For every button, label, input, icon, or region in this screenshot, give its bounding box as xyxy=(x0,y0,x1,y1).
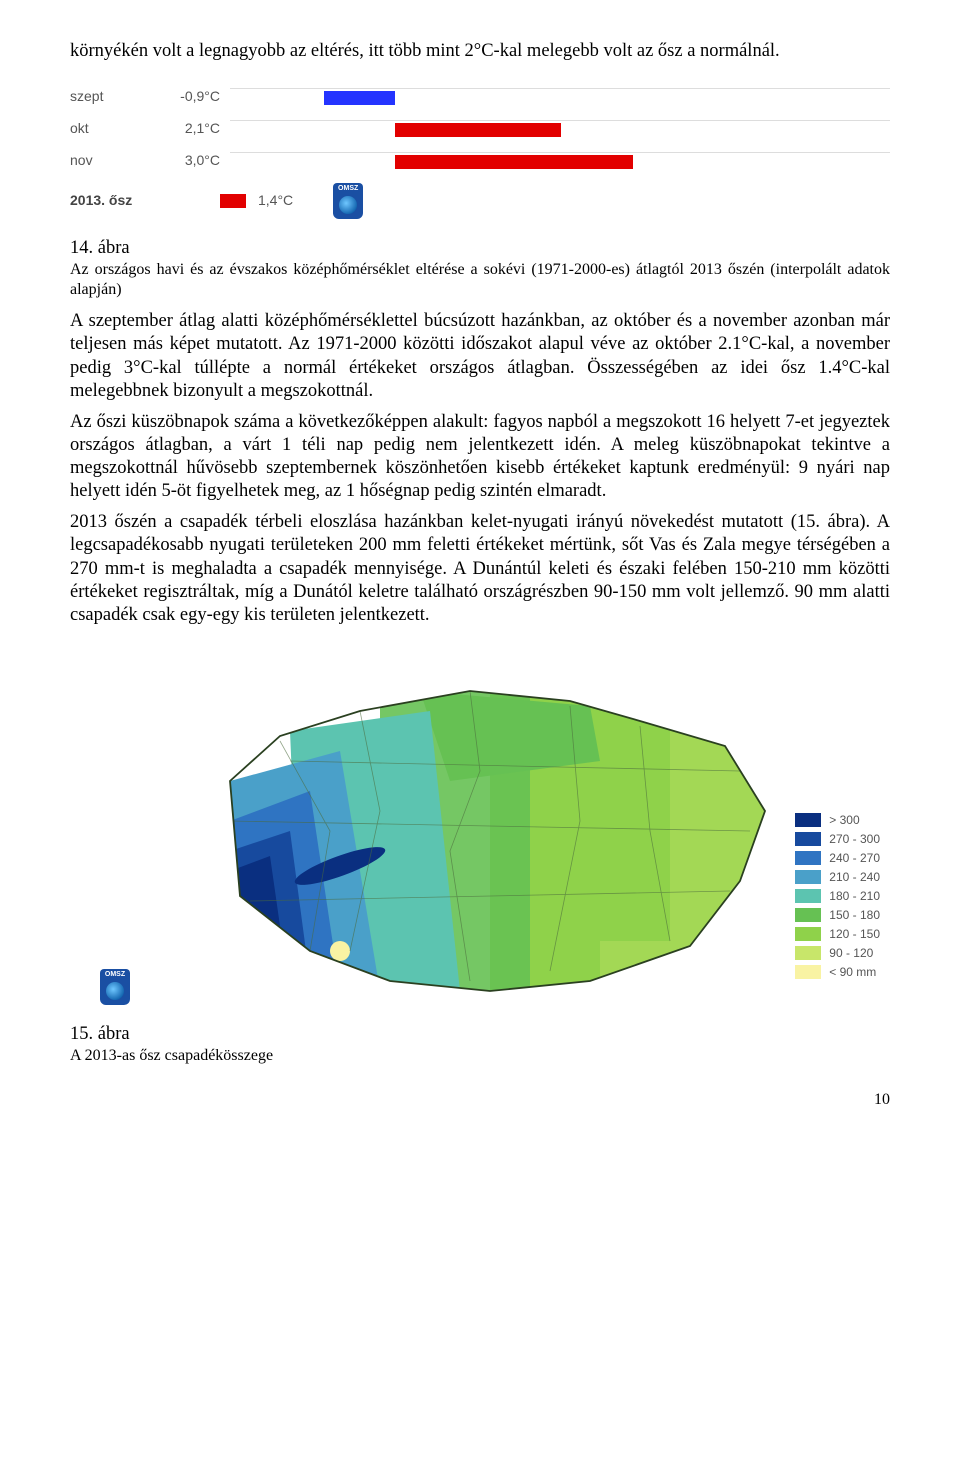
legend-row: 240 - 270 xyxy=(795,849,880,868)
legend-label: 210 - 240 xyxy=(829,870,880,885)
legend-row: 90 - 120 xyxy=(795,944,880,963)
chart-row-value: 3,0°C xyxy=(140,152,230,170)
legend-label: < 90 mm xyxy=(829,965,876,980)
chart-axis xyxy=(230,88,890,107)
legend-label: 240 - 270 xyxy=(829,851,880,866)
omsz-badge-text: OMSZ xyxy=(338,185,358,194)
legend-row: 120 - 150 xyxy=(795,925,880,944)
chart-bar xyxy=(395,123,561,137)
chart-bar xyxy=(324,91,395,105)
legend-row: > 300 xyxy=(795,811,880,830)
legend-label: 150 - 180 xyxy=(829,908,880,923)
chart-season-value: 1,4°C xyxy=(258,192,293,210)
chart-swatch xyxy=(220,194,246,208)
legend-label: 90 - 120 xyxy=(829,946,873,961)
legend-swatch xyxy=(795,927,821,941)
paragraph-body-1: A szeptember átlag alatti középhőmérsékl… xyxy=(70,310,890,403)
legend-row: 270 - 300 xyxy=(795,830,880,849)
legend-label: 270 - 300 xyxy=(829,832,880,847)
legend-swatch xyxy=(795,851,821,865)
chart-footer: 2013. ősz 1,4°C OMSZ xyxy=(70,183,890,219)
omsz-badge-icon: OMSZ xyxy=(333,183,363,219)
chart-row: nov3,0°C xyxy=(70,145,890,177)
chart-season-label: 2013. ősz xyxy=(70,192,220,210)
legend-row: 150 - 180 xyxy=(795,906,880,925)
legend-swatch xyxy=(795,832,821,846)
legend-row: 180 - 210 xyxy=(795,887,880,906)
paragraph-body-3: 2013 őszén a csapadék térbeli eloszlása … xyxy=(70,511,890,627)
chart-axis xyxy=(230,120,890,139)
legend-label: > 300 xyxy=(829,813,859,828)
chart-row-value: 2,1°C xyxy=(140,120,230,138)
temp-anomaly-bar-chart: szept-0,9°Cokt2,1°Cnov3,0°C2013. ősz1,4°… xyxy=(70,81,890,219)
chart-axis xyxy=(230,152,890,171)
omsz-badge-text: OMSZ xyxy=(105,971,125,980)
legend-label: 120 - 150 xyxy=(829,927,880,942)
chart-row: szept-0,9°C xyxy=(70,81,890,113)
chart-row-label: szept xyxy=(70,88,140,106)
legend-row: 210 - 240 xyxy=(795,868,880,887)
chart-row-label: nov xyxy=(70,152,140,170)
legend-swatch xyxy=(795,908,821,922)
legend-swatch xyxy=(795,813,821,827)
chart-row-value: -0,9°C xyxy=(140,88,230,106)
precip-map-figure: > 300 270 - 300 240 - 270 210 - 240 180 - 21… xyxy=(70,651,890,1011)
chart-row: okt2,1°C xyxy=(70,113,890,145)
hungary-precip-map xyxy=(170,651,790,1011)
legend-swatch xyxy=(795,889,821,903)
chart-row-label: okt xyxy=(70,120,140,138)
figure-15-label: 15. ábra xyxy=(70,1023,890,1046)
legend-swatch xyxy=(795,946,821,960)
omsz-badge-icon: OMSZ xyxy=(100,969,130,1005)
legend-row: < 90 mm xyxy=(795,963,880,982)
legend-swatch xyxy=(795,870,821,884)
page-number: 10 xyxy=(70,1090,890,1110)
legend-label: 180 - 210 xyxy=(829,889,880,904)
figure-15-caption: A 2013-as ősz csapadékösszege xyxy=(70,1046,890,1066)
map-legend: > 300 270 - 300 240 - 270 210 - 240 180 - 21… xyxy=(795,811,880,982)
paragraph-body-2: Az őszi küszöbnapok száma a következőkép… xyxy=(70,411,890,504)
figure-14-label: 14. ábra xyxy=(70,237,890,260)
legend-swatch xyxy=(795,965,821,979)
figure-14-caption: Az országos havi és az évszakos középhőm… xyxy=(70,260,890,300)
chart-bar xyxy=(395,155,633,169)
paragraph-intro: környékén volt a legnagyobb az eltérés, … xyxy=(70,40,890,63)
